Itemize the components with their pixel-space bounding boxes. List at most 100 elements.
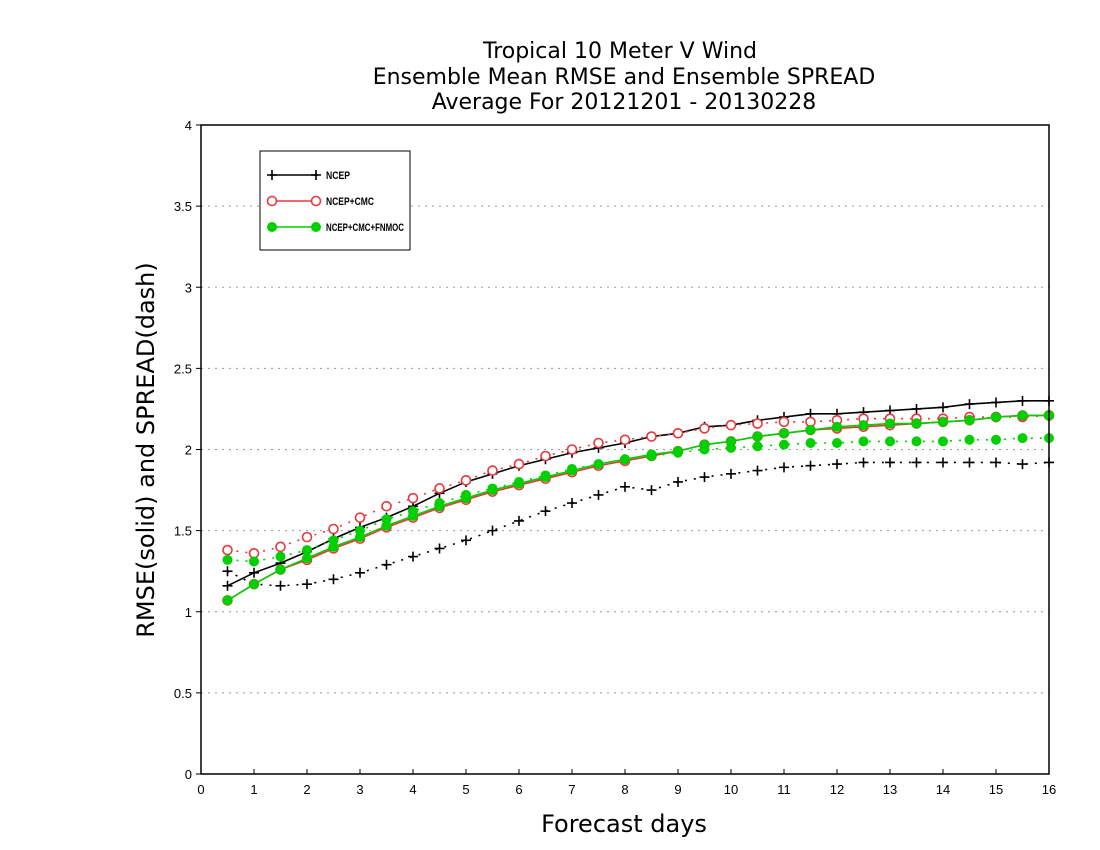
spread-point (540, 450, 551, 462)
y-tick-label: 1.5 (174, 524, 192, 539)
legend-marker (267, 170, 277, 180)
spread-point (779, 439, 789, 450)
spread-point (699, 472, 710, 483)
rmse-point (593, 459, 604, 470)
spread-point (328, 523, 339, 535)
rmse-point (805, 425, 816, 436)
spread-point (619, 434, 631, 446)
spread-point (991, 434, 1001, 445)
spread-point (487, 465, 498, 476)
chart-title-line-2: Ensemble Mean RMSE and Ensemble SPREAD (373, 65, 876, 90)
y-tick-label: 0 (185, 767, 192, 782)
chart-title-line-1: Tropical 10 Meter V Wind (482, 39, 757, 64)
spread-point (355, 567, 365, 578)
spread-point (858, 436, 869, 447)
rmse-point (249, 567, 259, 578)
spread-point (222, 554, 233, 565)
spread-point (911, 457, 922, 468)
rmse-point (938, 416, 948, 427)
spread-line-ncep (227, 461, 1050, 587)
spread-point (566, 444, 578, 455)
spread-point (672, 427, 684, 439)
x-tick-label: 7 (568, 782, 575, 797)
spread-point (249, 556, 259, 567)
spread-point (381, 559, 392, 570)
spread-point (805, 460, 816, 471)
spread-point (514, 515, 524, 526)
spread-point (487, 525, 498, 536)
spread-point (938, 457, 948, 468)
spread-point (885, 457, 895, 468)
spread-point (381, 500, 392, 512)
rmse-point (1017, 410, 1028, 421)
legend-marker (311, 170, 321, 180)
legend-label: NCEP+CMC+FNMOC (326, 222, 404, 234)
x-tick-label: 8 (621, 782, 628, 797)
x-tick-label: 4 (409, 782, 416, 797)
spread-point (275, 580, 286, 591)
y-tick-label: 0.5 (174, 686, 192, 701)
rmse-point (328, 541, 339, 552)
series-layer (222, 395, 1055, 606)
spread-point (964, 434, 975, 445)
rmse-point (646, 449, 657, 460)
rmse-point (911, 418, 922, 429)
rmse-point (434, 501, 445, 512)
rmse-point (911, 403, 922, 414)
y-tick-label: 1 (185, 605, 192, 620)
x-tick-label: 12 (830, 782, 844, 797)
spread-point (832, 438, 842, 449)
spread-point (858, 457, 869, 468)
spread-point (673, 476, 683, 487)
rmse-point (885, 418, 895, 429)
legend-label: NCEP (326, 170, 350, 182)
spread-point (778, 416, 790, 428)
rmse-point (275, 564, 286, 575)
spread-point (752, 465, 763, 476)
legend-items: NCEP NCEP+CMC NCEP+CMC+FNMOC (266, 170, 404, 234)
spread-point (805, 438, 816, 449)
chart-title-line-3: Average For 20121201 - 20130228 (432, 90, 817, 115)
x-axis-label: Forecast days (541, 810, 707, 838)
series-ncep-cmc-fnmoc (222, 410, 1054, 606)
rmse-point (752, 431, 763, 442)
x-tick-label: 13 (883, 782, 897, 797)
rmse-line-ncep-cmc-fnmoc (227, 414, 1049, 602)
spread-point (540, 506, 551, 517)
x-tick-label: 16 (1042, 782, 1056, 797)
x-axis-ticks: 0 1 2 3 4 5 6 7 8 9 10 11 12 13 14 15 16 (197, 769, 1056, 797)
rmse-point (991, 412, 1001, 423)
spread-point (461, 535, 471, 546)
rmse-point (991, 397, 1001, 408)
rmse-point (249, 579, 259, 590)
rmse-point (726, 436, 736, 447)
spread-point (434, 543, 445, 554)
rmse-point (302, 553, 312, 564)
spread-point (725, 419, 737, 431)
y-tick-label: 2 (185, 443, 192, 458)
spread-point (328, 574, 339, 585)
legend-marker (310, 195, 322, 207)
y-axis-ticks: 0 0.5 1 1.5 2 2.5 3 3.5 4 (174, 118, 201, 782)
spread-point (408, 551, 418, 562)
grid (201, 205, 1049, 694)
rmse-point (381, 520, 392, 531)
rmse-point (779, 428, 789, 439)
rmse-point (832, 421, 842, 432)
x-tick-label: 5 (462, 782, 469, 797)
spread-point (354, 512, 366, 523)
spread-point (1017, 433, 1028, 444)
rmse-point (408, 511, 418, 522)
rmse-point (355, 532, 365, 543)
rmse-line-ncep (227, 400, 1049, 587)
spread-point (1017, 459, 1028, 470)
x-tick-label: 9 (674, 782, 681, 797)
rmse-point (699, 439, 710, 450)
rmse-point (938, 402, 948, 413)
spread-point (620, 481, 630, 492)
spread-point (964, 457, 975, 468)
spread-point (460, 475, 472, 486)
y-tick-label: 3.5 (174, 199, 192, 214)
spread-point (779, 462, 789, 473)
